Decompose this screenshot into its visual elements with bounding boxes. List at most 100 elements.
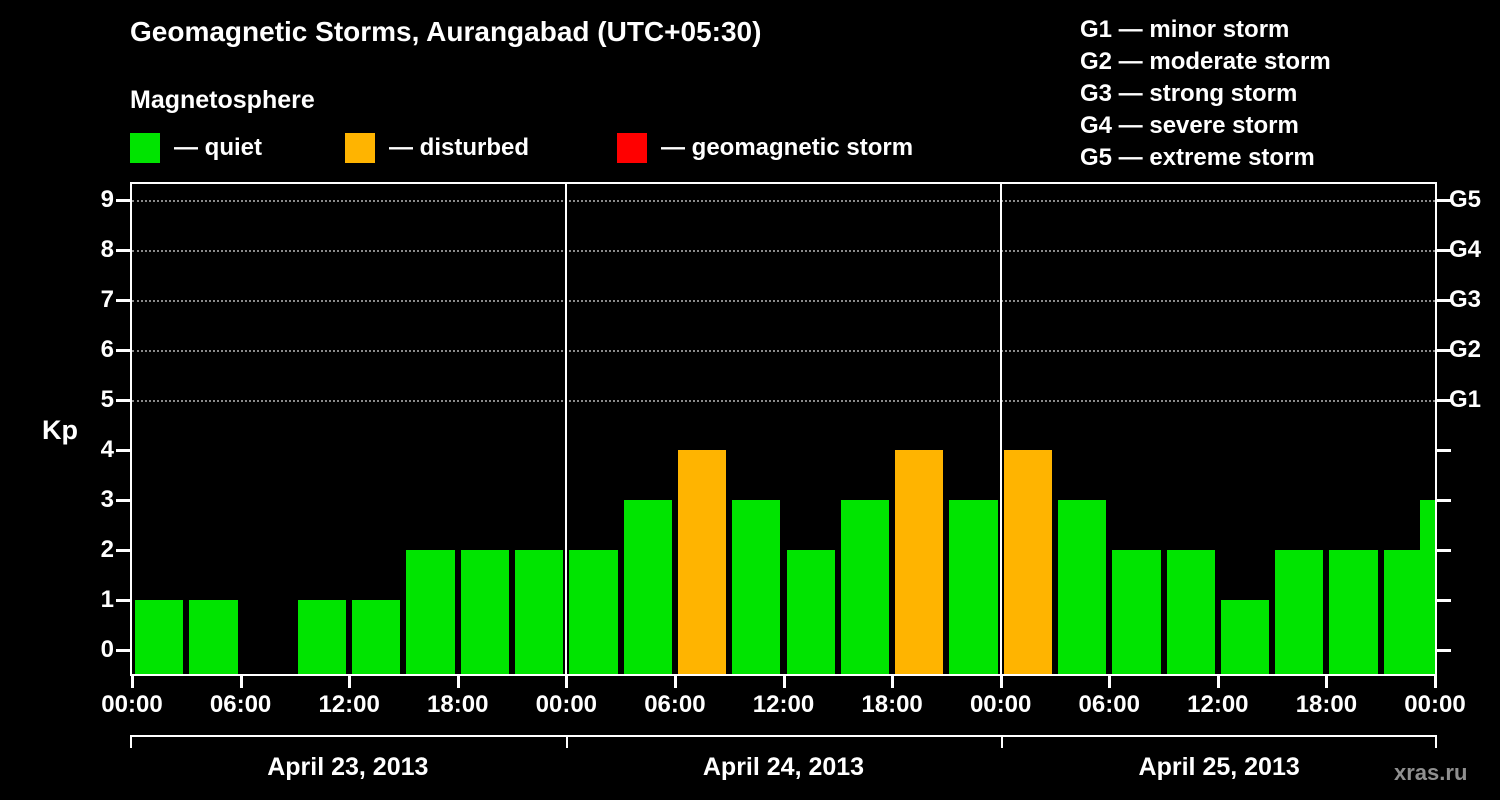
y-axis-label-8: 8	[100, 236, 114, 263]
y-axis-label-2: 2	[100, 536, 114, 563]
x-tick-3	[456, 676, 460, 688]
y-tick-right-0	[1437, 649, 1451, 652]
g-axis-label-G2: G2	[1449, 336, 1482, 363]
kp-bar-next-day-partial	[1420, 500, 1435, 674]
x-axis-label-7: 18:00	[861, 691, 923, 718]
date-axis-tick-1	[565, 735, 568, 748]
kp-bar-day2-slot4	[732, 500, 781, 674]
x-axis-label-9: 06:00	[1078, 691, 1140, 718]
x-tick-9	[1108, 676, 1112, 688]
kp-bar-day1-slot5	[352, 600, 401, 674]
y-tick-left-2	[116, 549, 130, 552]
chart-title: Geomagnetic Storms, Aurangabad (UTC+05:3…	[130, 16, 762, 47]
plot-area: 0 1 2 3 4 5 6 7 8 9 G1 G2 G3 G4 G5 00:00 06:00 12:00 18:00…	[101, 182, 1481, 718]
x-tick-11	[1325, 676, 1329, 688]
kp-bar-day3-slot4	[1166, 550, 1215, 674]
quiet-swatch-icon	[130, 133, 160, 163]
x-axis-label-8: 00:00	[969, 691, 1032, 718]
g-axis-label-G5: G5	[1449, 186, 1482, 213]
x-tick-5	[673, 676, 677, 688]
date-axis: April 23, 2013 April 24, 2013 April 25, 20…	[130, 735, 1437, 791]
x-axis-label-2: 12:00	[318, 691, 380, 718]
kp-bar-day1-slot1	[135, 600, 184, 674]
g-legend-line-g1: G1 — minor storm	[1080, 16, 1290, 43]
y-tick-right-5	[1437, 399, 1451, 402]
gridline-kp5	[132, 400, 1435, 402]
x-axis-label-12: 00:00	[1404, 691, 1466, 718]
date-label-day1: April 23, 2013	[267, 753, 429, 781]
kp-bar-day1-slot7	[460, 550, 510, 674]
kp-bar-day3-slot6	[1275, 550, 1324, 674]
g-axis-label-G1: G1	[1449, 386, 1482, 413]
y-axis-label-5: 5	[100, 386, 114, 413]
chart-subtitle: Magnetosphere	[130, 86, 315, 114]
x-tick-0	[131, 676, 134, 688]
g-legend-line-g4: G4 — severe storm	[1080, 112, 1299, 139]
kp-bar-day3-slot2	[1057, 500, 1107, 674]
x-axis-label-3: 18:00	[427, 691, 489, 718]
y-tick-left-8	[116, 249, 130, 252]
y-tick-right-6	[1437, 349, 1451, 352]
y-tick-left-5	[116, 399, 130, 402]
y-tick-right-8	[1437, 249, 1451, 252]
y-tick-right-7	[1437, 299, 1451, 302]
x-axis-label-10: 12:00	[1187, 691, 1249, 718]
g-legend-line-g3: G3 — strong storm	[1080, 80, 1298, 107]
x-tick-8	[999, 676, 1003, 688]
legend-label-storm: — geomagnetic storm	[661, 134, 914, 161]
date-axis-tick-0	[130, 735, 132, 748]
y-tick-right-3	[1437, 499, 1451, 502]
y-axis-title: Kp	[42, 415, 78, 445]
g-scale-legend: G1 — minor storm G2 — moderate storm G3 …	[1080, 14, 1331, 174]
g-axis-label-G3: G3	[1449, 286, 1482, 313]
day-separator-1	[565, 184, 568, 674]
kp-bar-day3-slot3	[1112, 550, 1161, 674]
date-label-day2: April 24, 2013	[702, 753, 865, 781]
date-axis-tick-2	[1001, 735, 1004, 748]
storm-swatch-icon	[617, 133, 647, 163]
kp-bar-day1-slot2	[189, 600, 238, 674]
kp-bar-day2-slot7	[895, 450, 944, 674]
x-axis-label-11: 18:00	[1295, 691, 1358, 718]
date-axis-tick-3	[1435, 735, 1437, 748]
y-tick-right-9	[1437, 199, 1451, 202]
x-tick-4	[565, 676, 569, 688]
y-axis-label-1: 1	[100, 586, 114, 613]
gridline-kp9	[132, 200, 1435, 202]
kp-bar-day3-slot7	[1329, 550, 1378, 674]
kp-bar-day2-slot5	[786, 550, 835, 674]
y-axis-label-7: 7	[100, 286, 114, 313]
x-axis-label-4: 00:00	[535, 691, 598, 718]
x-tick-6	[782, 676, 786, 688]
kp-bar-day2-slot2	[623, 500, 672, 674]
date-axis-line	[130, 735, 1437, 737]
y-axis-label-3: 3	[100, 486, 114, 513]
x-axis-label-1: 06:00	[209, 691, 272, 718]
y-axis-label-9: 9	[100, 186, 114, 213]
y-axis-label-4: 4	[100, 436, 114, 463]
y-tick-right-1	[1437, 599, 1451, 602]
x-axis-label-0: 00:00	[101, 691, 163, 718]
gridline-kp6	[132, 350, 1435, 352]
x-axis-label-6: 12:00	[752, 691, 815, 718]
g-axis-label-G4: G4	[1449, 236, 1482, 263]
y-axis-label-6: 6	[100, 336, 114, 363]
kp-bar-day1-slot8	[515, 550, 564, 674]
legend-label-disturbed: — disturbed	[389, 134, 530, 161]
x-tick-7	[891, 676, 895, 688]
kp-bar-day1-slot6	[406, 550, 455, 674]
g-legend-line-g2: G2 — moderate storm	[1080, 48, 1331, 75]
kp-bar-day1-slot4	[297, 600, 347, 674]
y-tick-right-2	[1437, 549, 1451, 552]
x-tick-1	[239, 676, 243, 688]
gridline-kp8	[132, 250, 1435, 252]
kp-bar-day3-slot1	[1003, 450, 1052, 674]
legend-item-storm: — geomagnetic storm	[617, 133, 913, 163]
g-legend-line-g5: G5 — extreme storm	[1080, 144, 1315, 171]
legend-item-disturbed: — disturbed	[345, 133, 617, 163]
legend-item-quiet: — quiet	[130, 133, 345, 163]
y-tick-right-4	[1437, 449, 1451, 452]
kp-bar-day2-slot3	[677, 450, 727, 674]
y-axis-label-0: 0	[100, 636, 114, 663]
